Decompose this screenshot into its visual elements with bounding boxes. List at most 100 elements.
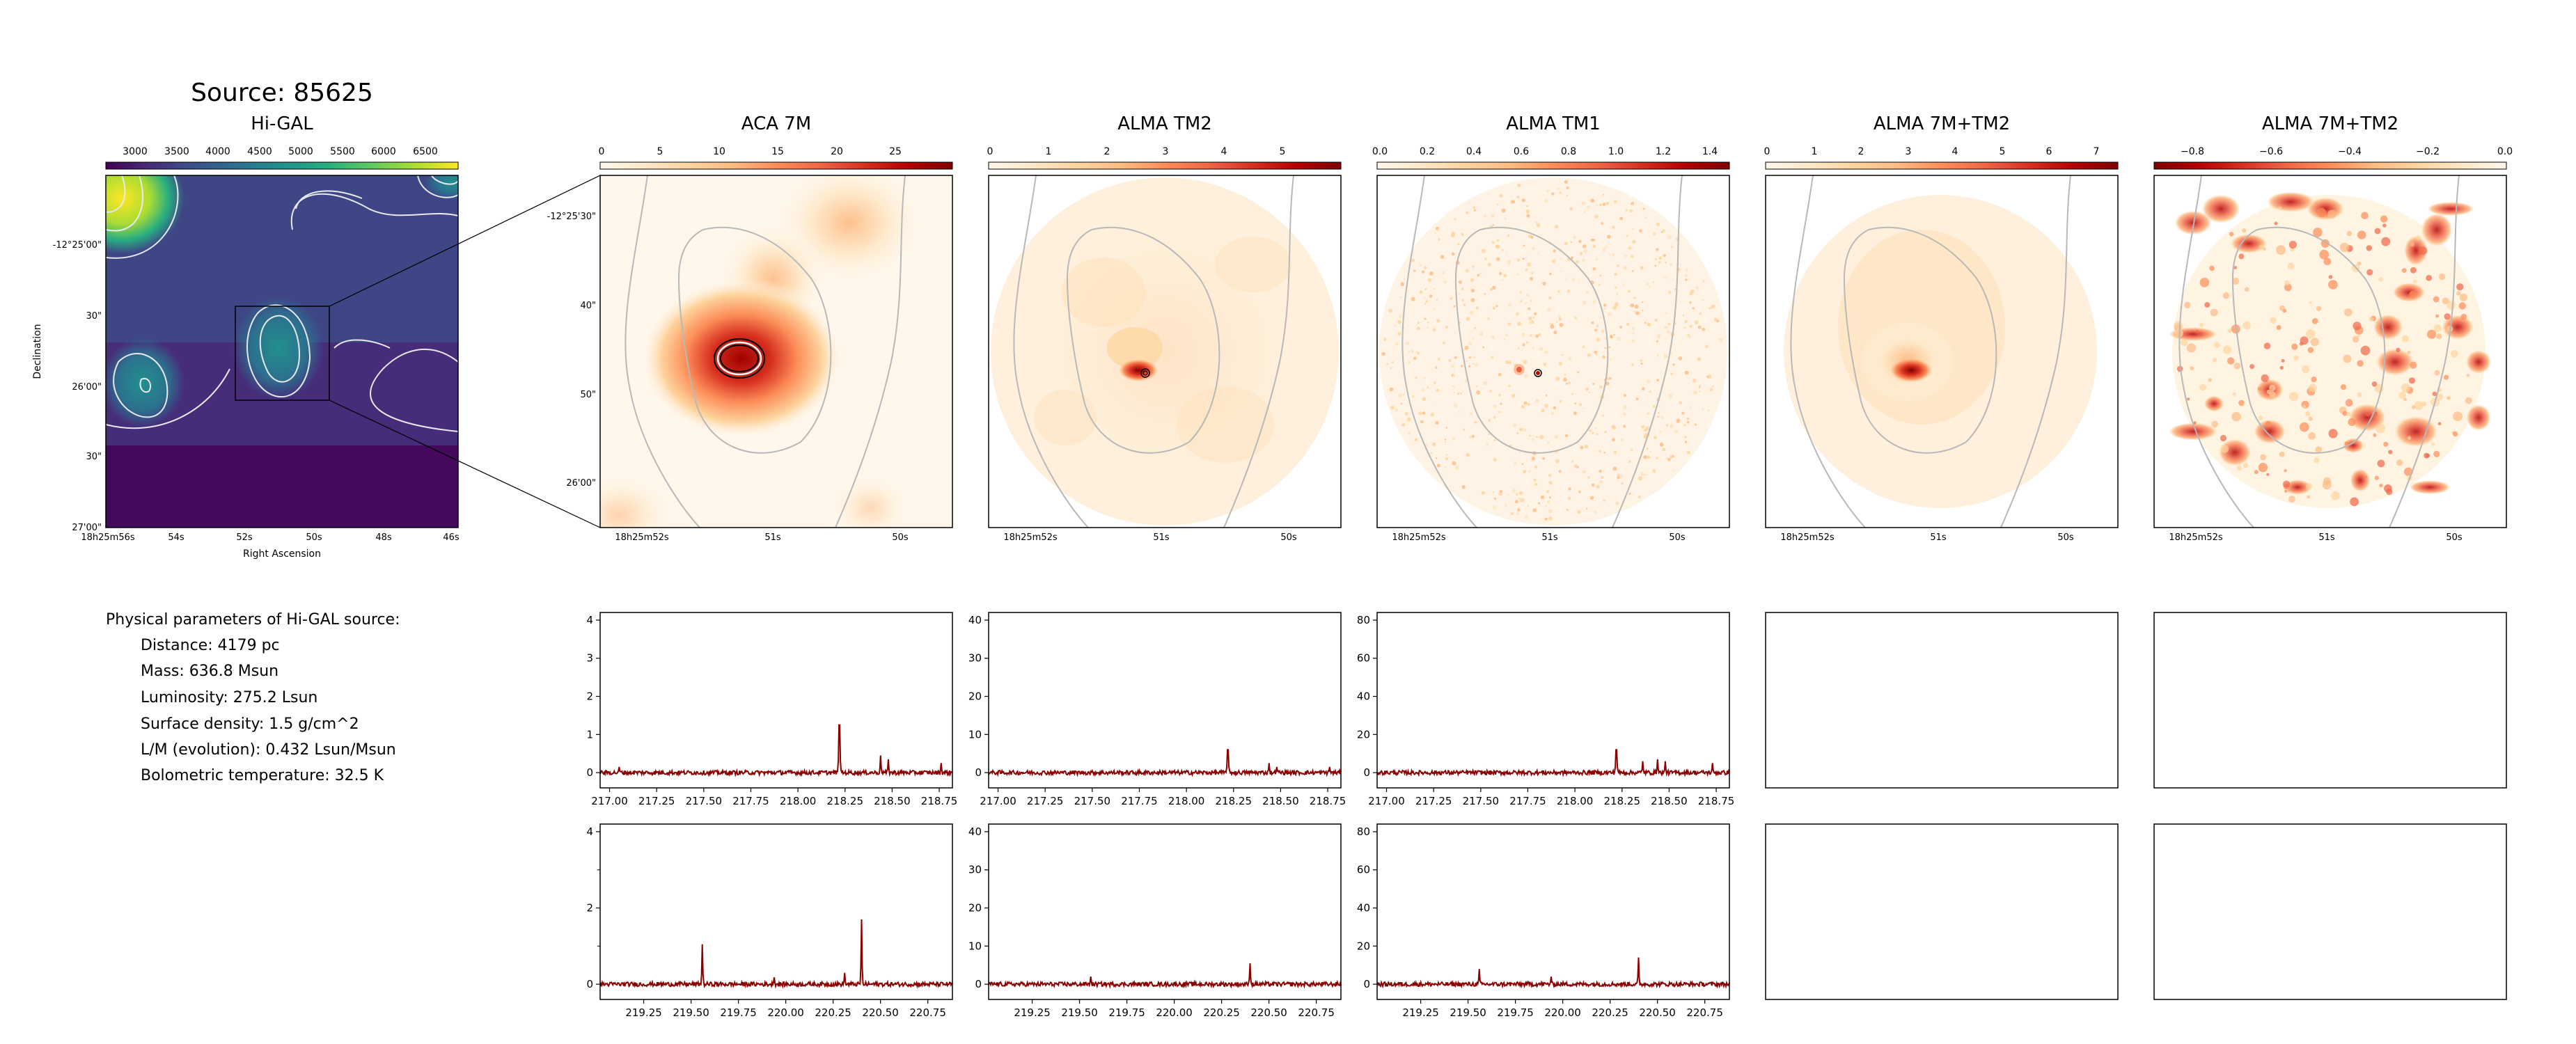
noise-speck: [1582, 345, 1585, 349]
noise-speck: [1577, 509, 1581, 514]
noise-speck: [1511, 200, 1515, 204]
y-ticklabel: 20: [968, 690, 982, 703]
noise-speck: [1570, 241, 1572, 243]
noise-speck: [1554, 224, 1559, 229]
axes-frame: [1376, 175, 1730, 528]
noise-speck: [1385, 363, 1388, 365]
x-ticklabel: 54s: [168, 532, 184, 543]
noise-speck: [1468, 365, 1471, 368]
noise-speck: [1472, 363, 1475, 365]
y-ticklabel: 60: [1357, 864, 1370, 876]
noise-speck: [1548, 509, 1553, 514]
colorbar-ticks: 0.0 0.2 0.4 0.6 0.8 1.0 1.2 1.4: [1372, 146, 1718, 157]
noise-speck: [1709, 307, 1711, 310]
residual-speck: [2242, 228, 2247, 233]
residual-speck: [2258, 462, 2268, 473]
noise-speck: [1507, 234, 1510, 237]
residual-speck: [2366, 269, 2373, 276]
noise-speck: [1663, 254, 1666, 258]
param-luminosity: Luminosity: 275.2 Lsun: [141, 689, 317, 706]
noise-speck: [1400, 282, 1404, 286]
param-surface-density: Surface density: 1.5 g/cm^2: [141, 715, 359, 733]
noise-speck: [1601, 330, 1604, 333]
noise-speck: [1596, 258, 1598, 260]
noise-speck: [1493, 438, 1496, 442]
residual-speck: [2369, 317, 2374, 322]
residual-speck: [2345, 399, 2353, 407]
residual-speck: [2244, 287, 2249, 292]
noise-speck: [1389, 387, 1394, 392]
noise-speck: [1581, 200, 1586, 205]
noise-speck: [1523, 360, 1527, 365]
residual-panel: ALMA 7M+TM2 −0.8 −0.6 −0.4 −0.2 0.0 18h2…: [2153, 113, 2513, 543]
residual-speck: [2401, 383, 2410, 393]
noise-speck: [1660, 416, 1663, 419]
residual-blob: [2174, 210, 2213, 235]
noise-speck: [1626, 235, 1628, 237]
noise-speck: [1489, 390, 1492, 393]
noise-speck: [1444, 438, 1447, 441]
noise-speck: [1608, 346, 1610, 349]
noise-speck: [1585, 387, 1589, 391]
noise-speck: [1470, 278, 1475, 283]
noise-speck: [1481, 491, 1485, 496]
y-ticklabel: 50": [580, 390, 596, 400]
noise-speck: [1609, 358, 1612, 361]
noise-speck: [1632, 270, 1634, 272]
x-ticklabel: 220.50: [1639, 1006, 1676, 1019]
residual-speck: [2180, 339, 2188, 347]
y-axis-label: Declination: [32, 324, 43, 379]
noise-speck: [1568, 487, 1571, 491]
noise-speck: [1619, 216, 1624, 221]
noise-speck: [1493, 457, 1498, 462]
noise-speck: [1678, 356, 1683, 361]
noise-speck: [1605, 381, 1610, 386]
noise-speck: [1566, 509, 1569, 511]
residual-speck: [2327, 209, 2337, 219]
spectrum-chart: 217.00 217.25 217.50 217.75 218.00 218.25 218.…: [1357, 612, 1734, 807]
residual-speck: [2401, 268, 2407, 273]
zoom-connector: [329, 400, 601, 528]
residual-speck: [2410, 267, 2417, 274]
noise-speck: [1621, 438, 1624, 442]
residual-speck: [2233, 363, 2241, 370]
noise-speck: [1654, 318, 1658, 322]
noise-speck: [1592, 244, 1596, 248]
noise-speck: [1580, 445, 1584, 450]
noise-speck: [1466, 452, 1470, 457]
noise-speck: [1539, 347, 1544, 351]
residual-speck: [2313, 228, 2323, 237]
noise-speck: [1470, 412, 1473, 416]
noise-speck: [1494, 498, 1497, 500]
noise-speck: [1512, 423, 1517, 427]
higal-image: [106, 175, 458, 528]
noise-speck: [1603, 499, 1605, 502]
colorbar-tick: 10: [713, 146, 725, 157]
noise-speck: [1493, 404, 1497, 409]
noise-speck: [1422, 411, 1426, 415]
noise-speck: [1525, 209, 1530, 214]
noise-speck: [1617, 476, 1620, 480]
noise-speck: [1566, 290, 1570, 293]
residual-blob: [2350, 468, 2371, 492]
noise-speck: [1676, 419, 1681, 423]
noise-speck: [1408, 351, 1410, 353]
colorbar: [1376, 161, 1730, 170]
x-ticklabel: 218.25: [827, 795, 864, 807]
noise-speck: [1416, 326, 1420, 331]
axes-frame: [105, 175, 459, 528]
aca7m-contours: [625, 175, 906, 528]
y-ticklabel: 80: [1357, 614, 1370, 626]
residual-speck: [2382, 223, 2387, 228]
noise-speck: [1608, 253, 1611, 256]
noise-speck: [1601, 475, 1604, 479]
colorbar-tick: 3: [1163, 146, 1169, 157]
residual-speck: [2254, 470, 2259, 475]
noise-speck: [1423, 296, 1426, 299]
axes-frame: [988, 612, 1342, 789]
noise-speck: [1522, 258, 1525, 260]
noise-speck: [1689, 301, 1692, 304]
residual-speck: [2365, 412, 2370, 417]
noise-speck: [1599, 385, 1603, 389]
noise-speck: [1452, 385, 1455, 388]
